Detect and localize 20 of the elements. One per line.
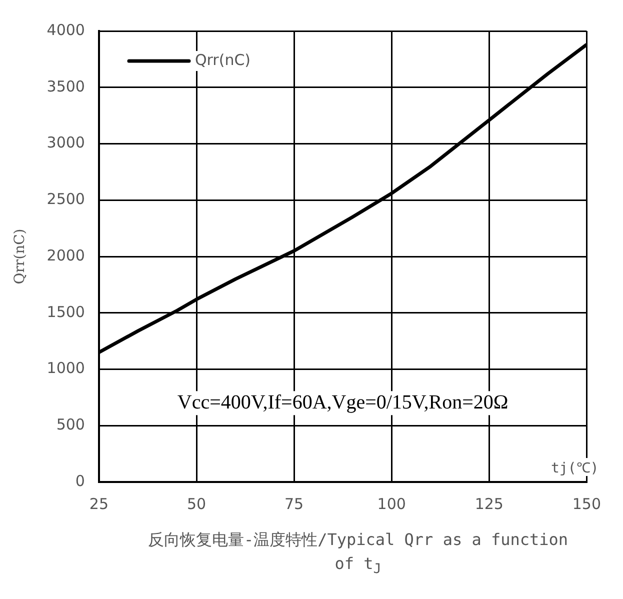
x-tick-label: 50 <box>186 494 206 513</box>
y-tick-label: 3500 <box>46 77 85 96</box>
x-tick-label: 75 <box>284 494 304 513</box>
x-tick-label: 125 <box>474 494 504 513</box>
y-tick-label: 2000 <box>46 246 85 264</box>
x-tick-label: 25 <box>89 494 109 513</box>
y-tick-label: 0 <box>75 472 85 490</box>
x-tick-label: 150 <box>572 494 602 513</box>
y-axis-title: Qrr(nC) <box>12 228 28 284</box>
y-tick-label: 3000 <box>46 134 85 152</box>
y-tick-label: 4000 <box>46 20 85 39</box>
y-tick-label: 2500 <box>46 190 85 208</box>
y-tick-label: 1500 <box>46 302 85 321</box>
x-axis-title: tj(℃) <box>550 460 599 477</box>
text: 反向恢复电量-温度特性/Typical Qrr as a function of t$_{J}$ <box>146 529 570 580</box>
y-tick-label: 500 <box>56 416 85 434</box>
y-tick-label: 1000 <box>46 359 85 378</box>
x-tick-label: 100 <box>377 494 406 513</box>
annotation: Vcc=400V,If=60A,Vge=0/15V,Ron=20Ω <box>177 391 508 414</box>
legend-label: Qrr(nC) <box>194 50 251 69</box>
